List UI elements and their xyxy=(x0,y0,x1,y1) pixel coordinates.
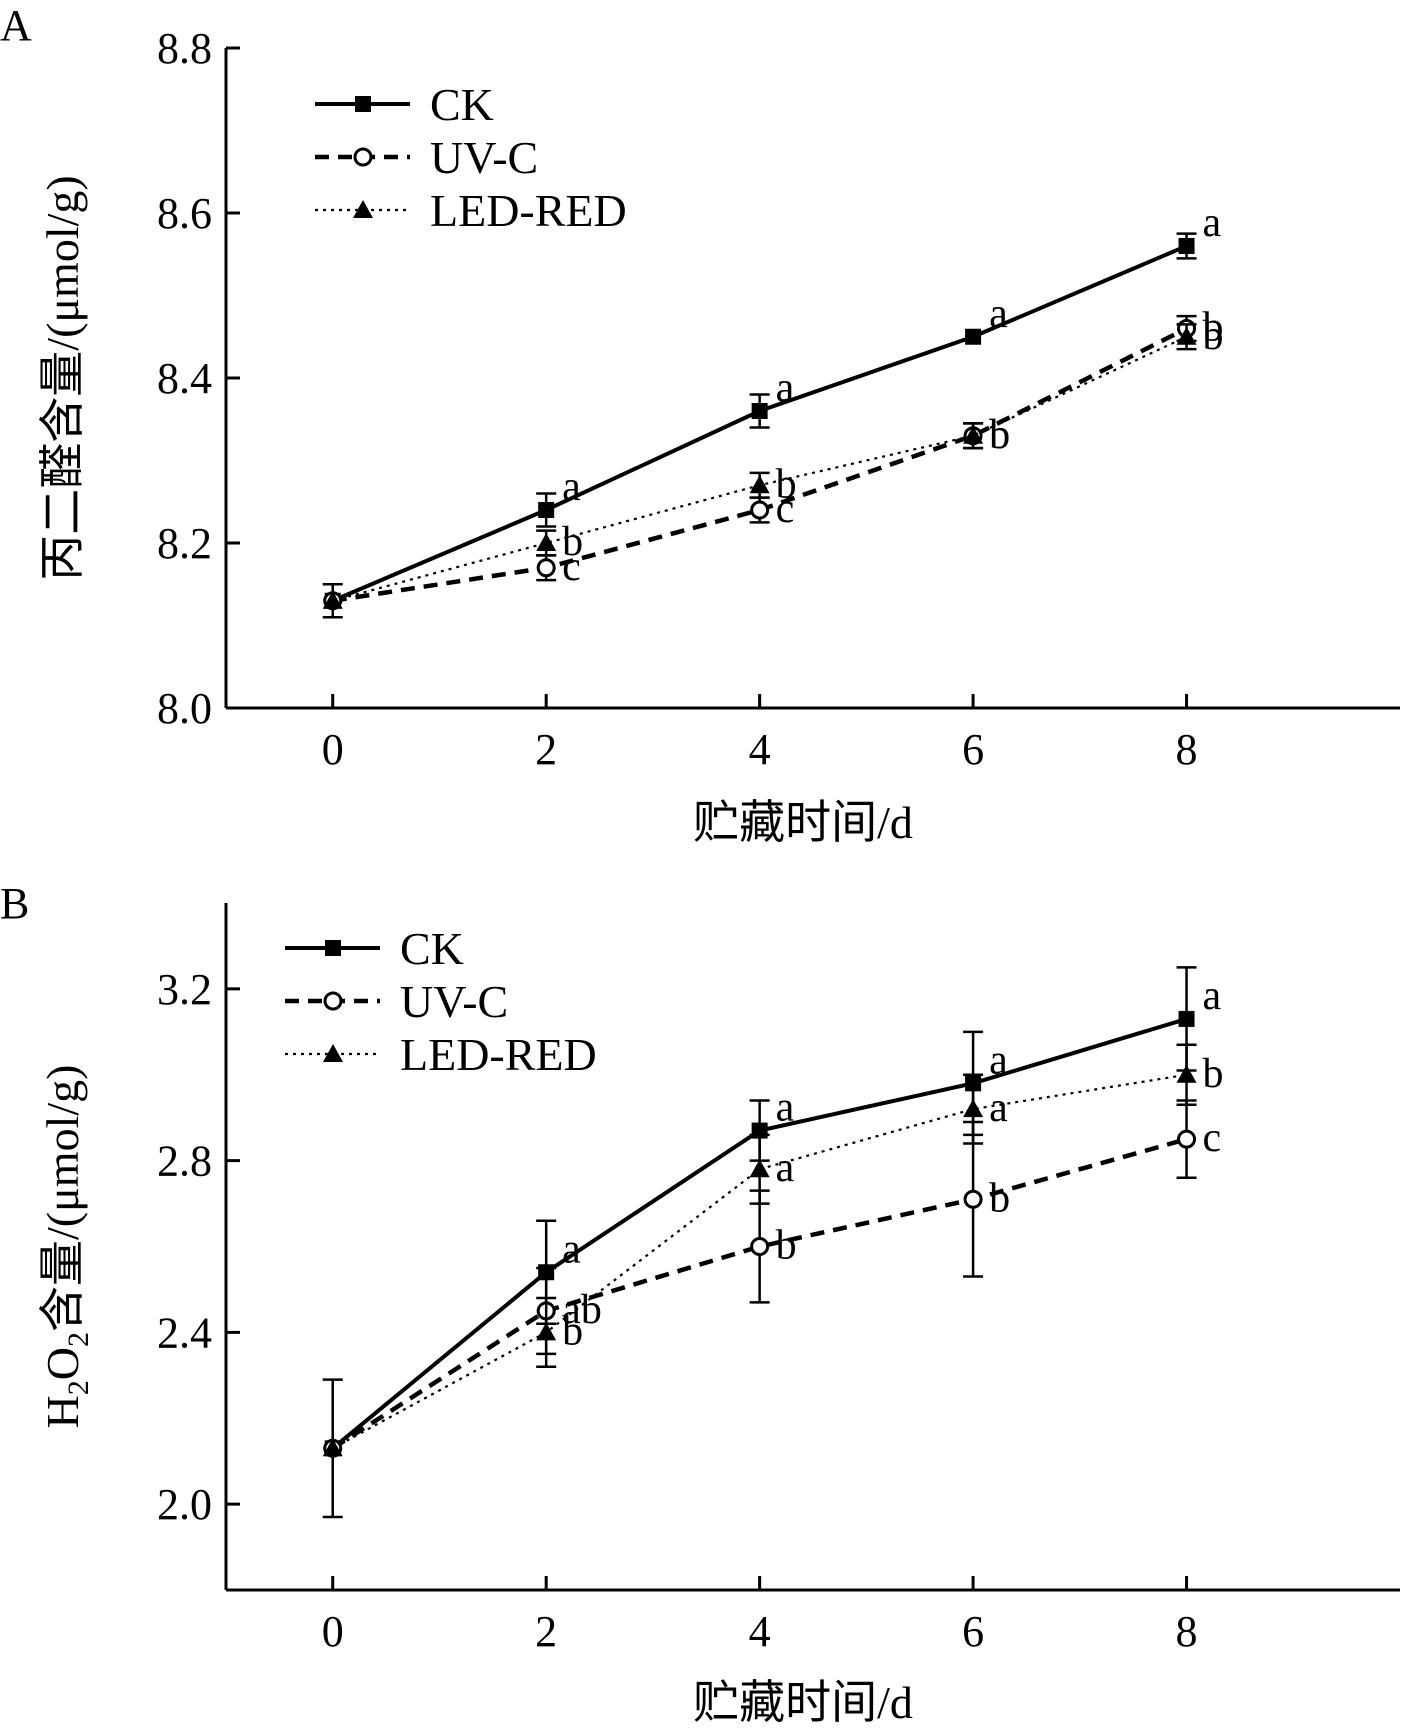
significance-label: b xyxy=(989,412,1010,458)
series-line xyxy=(332,1073,1187,1450)
significance-label: b xyxy=(989,1175,1010,1221)
panel-label: A xyxy=(0,1,32,50)
data-point xyxy=(536,1322,557,1341)
y-axis-label: H2O2含量/(μmol/g) xyxy=(37,1065,95,1429)
significance-label: a xyxy=(1203,973,1222,1019)
series-led-red: b b b b xyxy=(322,313,1224,609)
x-axis-label: 贮藏时间/d xyxy=(693,1677,913,1728)
legend-label: LED-RED xyxy=(430,185,627,236)
significance-label: a xyxy=(1203,200,1222,246)
data-point xyxy=(536,533,557,551)
legend-marker xyxy=(355,96,371,112)
significance-label: a xyxy=(562,1226,581,1272)
data-point xyxy=(536,558,556,578)
significance-label: b xyxy=(989,412,1010,458)
data-point xyxy=(963,1099,984,1118)
legend-label: LED-RED xyxy=(400,1029,597,1080)
data-point xyxy=(322,1438,343,1457)
significance-label: a xyxy=(989,1085,1008,1131)
y-axis-label-part: H xyxy=(37,1395,88,1428)
y-tick-label: 2.8 xyxy=(157,1137,212,1186)
significance-label: c xyxy=(562,544,581,590)
significance-label: c xyxy=(1203,1115,1222,1161)
significance-label: a xyxy=(562,464,581,510)
significance-label: a xyxy=(776,1145,795,1191)
significance-label: b xyxy=(776,461,797,507)
data-point xyxy=(965,328,982,345)
series-line xyxy=(332,335,1188,602)
x-tick-label: 6 xyxy=(962,725,984,774)
legend-label: UV-C xyxy=(430,132,538,183)
significance-label: b xyxy=(1203,305,1224,351)
y-tick-label: 8.6 xyxy=(157,189,212,238)
panel-label: B xyxy=(0,879,29,928)
y-tick-label: 3.2 xyxy=(157,965,212,1014)
legend-marker xyxy=(323,991,343,1011)
data-point xyxy=(1177,1129,1197,1149)
significance-label: b xyxy=(1203,313,1224,359)
significance-label: a xyxy=(776,1085,795,1131)
legend-marker xyxy=(323,1044,343,1062)
x-tick-label: 2 xyxy=(535,1607,557,1656)
y-tick-label: 2.0 xyxy=(157,1480,212,1529)
legend-label: UV-C xyxy=(400,976,508,1027)
data-point xyxy=(1176,1064,1197,1083)
legend-label: CK xyxy=(400,923,464,974)
y-tick-label: 8.0 xyxy=(157,684,212,733)
significance-label: a xyxy=(776,365,795,411)
chart-panel-a: A 8.0 8.2 8.4 8.6 8.8 0 2 4 6 8 贮藏时间/d 丙二醛含量/(μmol/g… xyxy=(0,1,1400,848)
y-axis-label-part: 2 xyxy=(62,1332,95,1347)
data-point xyxy=(963,1189,983,1209)
x-tick-label: 4 xyxy=(749,1607,771,1656)
data-point xyxy=(749,1159,770,1178)
significance-label: a xyxy=(989,291,1008,337)
significance-label: b xyxy=(1203,1051,1224,1097)
significance-label: b xyxy=(562,519,583,565)
legend-label: CK xyxy=(430,79,494,130)
y-axis-label: 丙二醛含量/(μmol/g) xyxy=(37,175,88,580)
y-tick-label: 8.2 xyxy=(157,519,212,568)
x-tick-label: 6 xyxy=(962,1607,984,1656)
x-tick-label: 8 xyxy=(1176,725,1198,774)
x-tick-label: 2 xyxy=(535,725,557,774)
series-ck: a a a a xyxy=(322,200,1222,619)
data-point xyxy=(1178,1010,1195,1027)
y-tick-label: 8.4 xyxy=(157,354,212,403)
x-tick-label: 0 xyxy=(322,1607,344,1656)
y-tick-label: 8.8 xyxy=(157,24,212,73)
legend-marker xyxy=(353,147,373,167)
data-point xyxy=(1176,326,1197,345)
series-line xyxy=(331,1136,1188,1451)
legend-marker xyxy=(325,940,341,956)
data-point xyxy=(538,502,555,518)
y-tick-label: 2.4 xyxy=(157,1308,212,1357)
data-point xyxy=(750,500,770,520)
data-point xyxy=(963,425,984,444)
y-axis-label-part: 2 xyxy=(62,1380,95,1395)
data-point xyxy=(322,590,343,609)
y-axis-label-part: O xyxy=(37,1347,88,1380)
data-point xyxy=(749,475,770,494)
series-line xyxy=(332,326,1188,603)
significance-label: b xyxy=(776,1223,797,1269)
x-tick-label: 0 xyxy=(322,725,344,774)
data-point xyxy=(1178,238,1195,254)
significance-label: c xyxy=(776,486,795,532)
x-tick-label: 8 xyxy=(1176,1607,1198,1656)
y-axis-label-part: 含量/(μmol/g) xyxy=(37,1065,88,1332)
significance-label: a xyxy=(989,1037,1008,1083)
x-tick-label: 4 xyxy=(749,725,771,774)
data-point xyxy=(750,1237,770,1256)
legend-marker xyxy=(353,200,373,218)
x-axis-label: 贮藏时间/d xyxy=(693,797,913,848)
data-point xyxy=(751,403,768,419)
significance-label: b xyxy=(562,1308,583,1354)
